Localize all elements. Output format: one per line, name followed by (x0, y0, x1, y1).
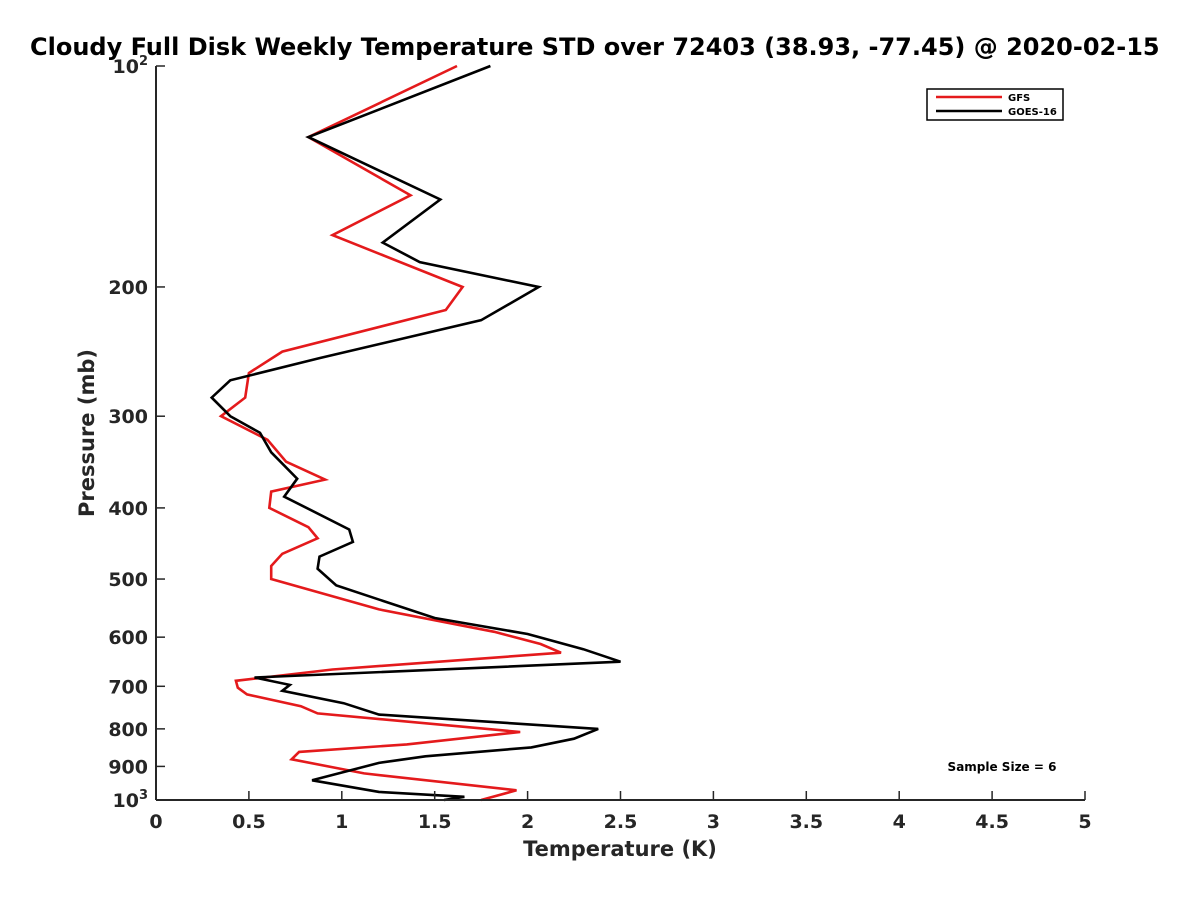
y-tick-label: 400 (108, 498, 148, 520)
legend-label: GOES-16 (1008, 107, 1057, 118)
x-tick-label: 5 (1078, 811, 1091, 833)
y-tick-label: 300 (108, 406, 148, 428)
y-tick-exponent: 3 (139, 788, 148, 803)
plot-area: 0 0.5 1 1.5 2 2.5 3 3.5 4 4.5 5 102200300400500600… (108, 54, 1091, 833)
y-tick-label: 200 (108, 277, 148, 299)
x-tick-label: 4.5 (975, 811, 1009, 833)
y-tick-label: 600 (108, 627, 148, 649)
x-ticks: 0 0.5 1 1.5 2 2.5 3 3.5 4 4.5 5 (149, 791, 1092, 833)
x-tick-label: 0 (149, 811, 162, 833)
series-layer (209, 64, 621, 802)
y-tick-label: 800 (108, 719, 148, 741)
y-tick-base: 10 (113, 790, 139, 812)
y-axis-label: Pressure (mb) (75, 349, 99, 517)
x-tick-label: 1 (335, 811, 348, 833)
legend-label: GFS (1008, 93, 1030, 104)
sample-size-annotation: Sample Size = 6 (948, 760, 1057, 774)
x-tick-label: 0.5 (232, 811, 266, 833)
legend-box (926, 88, 1064, 121)
y-tick-label: 500 (108, 569, 148, 591)
chart-title: Cloudy Full Disk Weekly Temperature STD … (30, 33, 1160, 61)
y-tick-label: 900 (108, 756, 148, 778)
x-tick-label: 3.5 (789, 811, 823, 833)
x-tick-label: 2 (521, 811, 534, 833)
x-axis-label: Temperature (K) (523, 837, 717, 861)
y-tick-label: 700 (108, 676, 148, 698)
y-tick-label: 102 (113, 54, 149, 78)
series-line-goes-16 (209, 64, 621, 802)
y-tick-label: 103 (113, 788, 149, 812)
legend: GFS GOES-16 (926, 88, 1064, 121)
series-line-gfs (218, 64, 562, 802)
axes-layer (155, 66, 1085, 801)
legend-items: GFS GOES-16 (936, 93, 1057, 118)
x-tick-label: 2.5 (604, 811, 638, 833)
x-tick-label: 3 (707, 811, 720, 833)
x-tick-label: 1.5 (418, 811, 452, 833)
y-tick-exponent: 2 (139, 54, 148, 69)
y-tick-base: 10 (113, 56, 139, 78)
x-tick-label: 4 (893, 811, 906, 833)
